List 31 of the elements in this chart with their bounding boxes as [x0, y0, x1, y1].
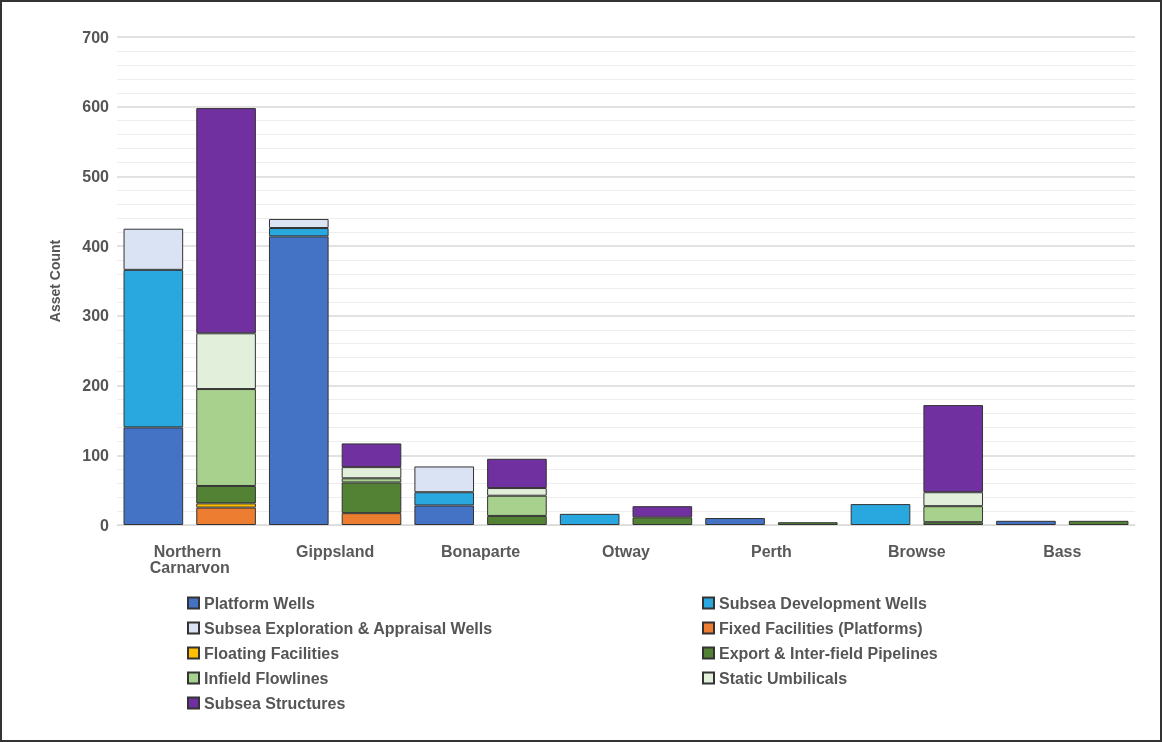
x-tick-label: Otway	[601, 542, 651, 560]
y-tick-label: 100	[82, 446, 110, 464]
y-axis-title: Asset Count	[47, 239, 63, 323]
bar	[705, 518, 765, 525]
legend-label: Infield Flowlines	[204, 669, 329, 687]
y-tick-label: 0	[100, 516, 110, 534]
legend-label: Fixed Facilities (Platforms)	[719, 619, 923, 637]
x-tick-label: Perth	[750, 542, 792, 560]
bar	[196, 507, 256, 525]
bar	[559, 513, 620, 525]
legend-label: Export & Inter-field Pipelines	[719, 644, 938, 662]
y-tick-label: 200	[82, 377, 110, 395]
legend-label: Static Umbilicals	[719, 669, 848, 687]
legend-label: Floating Facilities	[204, 644, 340, 662]
legend-label: Platform Wells	[204, 594, 315, 612]
x-tick-label: Bass	[1043, 542, 1082, 560]
legend-label: Subsea Exploration & Appraisal Wells	[204, 619, 493, 637]
y-tick-label: 700	[82, 28, 110, 46]
x-tick-label: Bonaparte	[441, 542, 521, 560]
bar	[1068, 520, 1129, 525]
y-tick-label: 500	[82, 167, 110, 185]
x-tick-label: Gippsland	[296, 542, 375, 560]
y-tick-label: 400	[82, 237, 110, 255]
y-tick-label: 600	[82, 98, 110, 116]
legend-label: Subsea Development Wells	[719, 594, 927, 612]
y-tick-label: 300	[82, 307, 110, 325]
x-tick-label: Browse	[887, 542, 946, 560]
x-tick-label: Northern Carnarvon	[149, 542, 230, 576]
bar	[996, 520, 1056, 525]
legend-label: Subsea Structures	[204, 694, 346, 712]
bar	[850, 504, 911, 525]
